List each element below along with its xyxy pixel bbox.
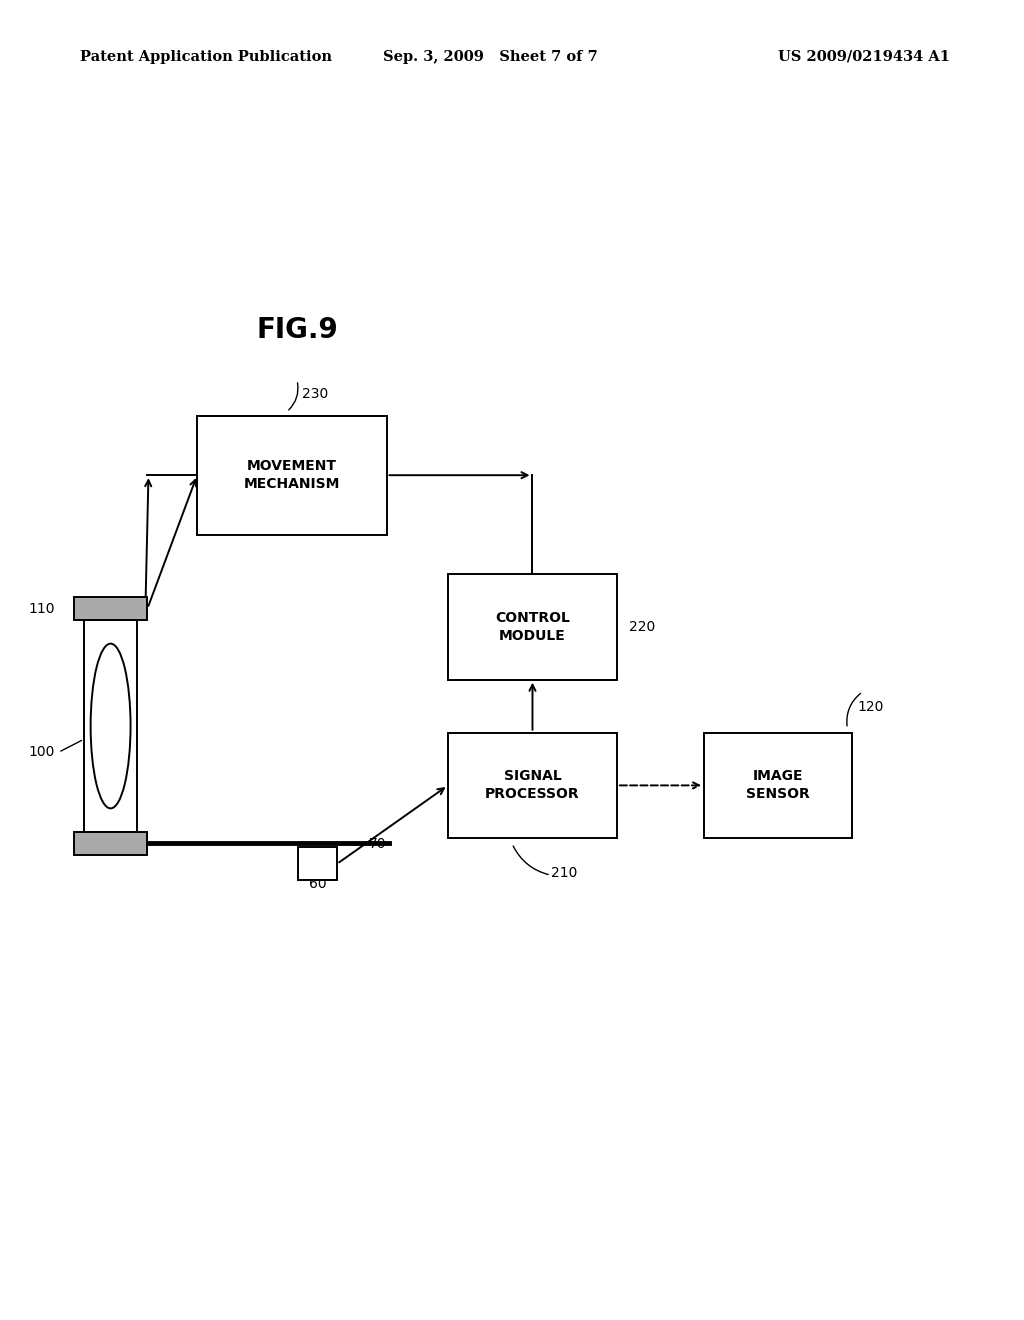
Text: 60: 60 <box>308 876 327 891</box>
Bar <box>197 416 386 535</box>
Text: 210: 210 <box>551 866 578 880</box>
Ellipse shape <box>90 644 131 808</box>
Text: CONTROL
MODULE: CONTROL MODULE <box>495 611 570 643</box>
Text: 100: 100 <box>29 746 55 759</box>
Text: MOVEMENT
MECHANISM: MOVEMENT MECHANISM <box>244 459 340 491</box>
Text: 70: 70 <box>369 837 386 851</box>
Bar <box>449 574 616 680</box>
Text: Sep. 3, 2009   Sheet 7 of 7: Sep. 3, 2009 Sheet 7 of 7 <box>383 50 597 63</box>
Text: Patent Application Publication: Patent Application Publication <box>80 50 332 63</box>
Bar <box>74 597 147 620</box>
Text: US 2009/0219434 A1: US 2009/0219434 A1 <box>778 50 950 63</box>
Bar <box>84 620 137 832</box>
Text: 120: 120 <box>858 700 884 714</box>
Text: IMAGE
SENSOR: IMAGE SENSOR <box>746 770 810 801</box>
Text: 230: 230 <box>302 387 329 401</box>
Bar <box>705 733 852 838</box>
Bar <box>74 832 147 855</box>
Bar <box>449 733 616 838</box>
Text: 110: 110 <box>29 602 55 615</box>
Text: FIG.9: FIG.9 <box>256 315 338 345</box>
Text: SIGNAL
PROCESSOR: SIGNAL PROCESSOR <box>485 770 580 801</box>
Bar <box>298 847 337 880</box>
Text: 220: 220 <box>629 620 655 634</box>
